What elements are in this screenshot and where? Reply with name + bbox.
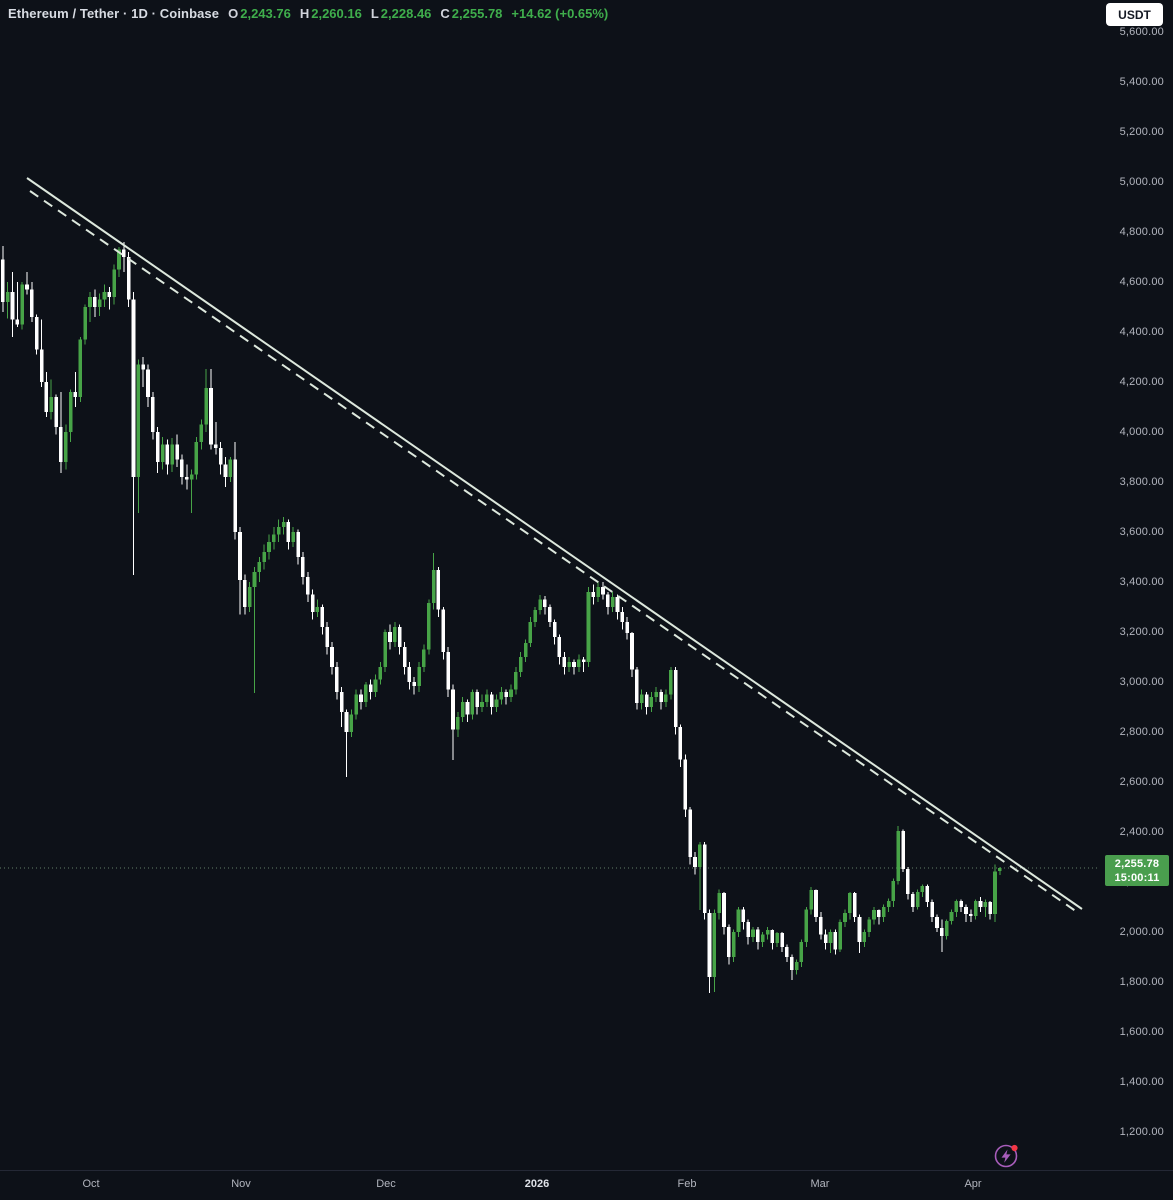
close-label: C xyxy=(440,6,450,21)
price-axis[interactable]: USDT 5,600.00 5,400.00 5,200.00 5,000.00 4,8… xyxy=(1097,0,1173,1170)
price-tick-label: 2,800.00 xyxy=(1119,726,1164,738)
candles-layer xyxy=(1,242,1002,993)
price-tick-label: 4,000.00 xyxy=(1119,426,1164,438)
price-tick-label: 2,400.00 xyxy=(1119,826,1164,838)
current-price-badge: 2,255.78 15:00:11 xyxy=(1105,855,1169,887)
price-tick-label: 5,600.00 xyxy=(1119,26,1164,38)
price-tick-label: 3,600.00 xyxy=(1119,526,1164,538)
price-tick-label: 4,600.00 xyxy=(1119,276,1164,288)
price-tick-label: 5,200.00 xyxy=(1119,126,1164,138)
price-tick-label: 3,000.00 xyxy=(1119,676,1164,688)
symbol-title[interactable]: Ethereum / Tether · 1D · Coinbase xyxy=(8,6,220,21)
price-tick-label: 4,400.00 xyxy=(1119,326,1164,338)
high-value: 2,260.16 xyxy=(311,6,362,21)
price-tick-label: 5,000.00 xyxy=(1119,176,1164,188)
open-readout: O 2,243.76 xyxy=(228,6,291,21)
current-price-value: 2,255.78 xyxy=(1114,857,1160,870)
trendline-dashed[interactable] xyxy=(29,190,1081,915)
time-label: Feb xyxy=(677,1178,697,1190)
price-tick-label: 4,200.00 xyxy=(1119,376,1164,388)
close-value: 2,255.78 xyxy=(451,6,503,21)
low-value: 2,228.46 xyxy=(380,6,432,21)
candlestick-chart[interactable] xyxy=(0,0,1097,1170)
time-label: Dec xyxy=(376,1178,396,1190)
price-tick-label: 2,600.00 xyxy=(1119,776,1164,788)
time-label: Oct xyxy=(82,1178,100,1190)
price-tick-label: 1,800.00 xyxy=(1119,976,1164,988)
open-label: O xyxy=(228,6,239,21)
high-readout: H 2,260.16 xyxy=(300,6,362,21)
price-tick-label: 1,400.00 xyxy=(1119,1076,1164,1088)
icon-circle xyxy=(994,1144,1018,1168)
price-tick-label: 4,800.00 xyxy=(1119,226,1164,238)
price-tick-label: 5,400.00 xyxy=(1119,76,1164,88)
time-label: Apr xyxy=(964,1178,982,1190)
chart-legend: Ethereum / Tether · 1D · Coinbase O 2,24… xyxy=(8,6,608,21)
time-label: Nov xyxy=(231,1178,251,1190)
currency-toggle-button[interactable]: USDT xyxy=(1106,3,1163,26)
candle-countdown: 15:00:11 xyxy=(1114,871,1160,884)
price-tick-label: 3,800.00 xyxy=(1119,476,1164,488)
alert-dot xyxy=(1011,1144,1018,1152)
low-readout: L 2,228.46 xyxy=(371,6,432,21)
lightning-alert-icon[interactable] xyxy=(993,1142,1021,1170)
time-label: Mar xyxy=(810,1178,830,1190)
time-label: 2026 xyxy=(524,1178,550,1190)
time-axis[interactable]: Oct Nov Dec 2026 Feb Mar Apr xyxy=(0,1170,1173,1200)
price-tick-label: 1,600.00 xyxy=(1119,1026,1164,1038)
close-readout: C 2,255.78 xyxy=(440,6,502,21)
trendline-solid[interactable] xyxy=(26,177,1083,910)
change-readout: +14.62 (+0.65%) xyxy=(511,6,609,21)
price-tick-label: 1,200.00 xyxy=(1119,1126,1164,1138)
price-tick-label: 3,400.00 xyxy=(1119,576,1164,588)
price-tick-label: 2,000.00 xyxy=(1119,926,1164,938)
low-label: L xyxy=(370,6,379,21)
lightning-bolt xyxy=(1001,1149,1011,1163)
price-tick-label: 3,200.00 xyxy=(1119,626,1164,638)
high-label: H xyxy=(299,6,310,21)
open-value: 2,243.76 xyxy=(240,6,291,21)
